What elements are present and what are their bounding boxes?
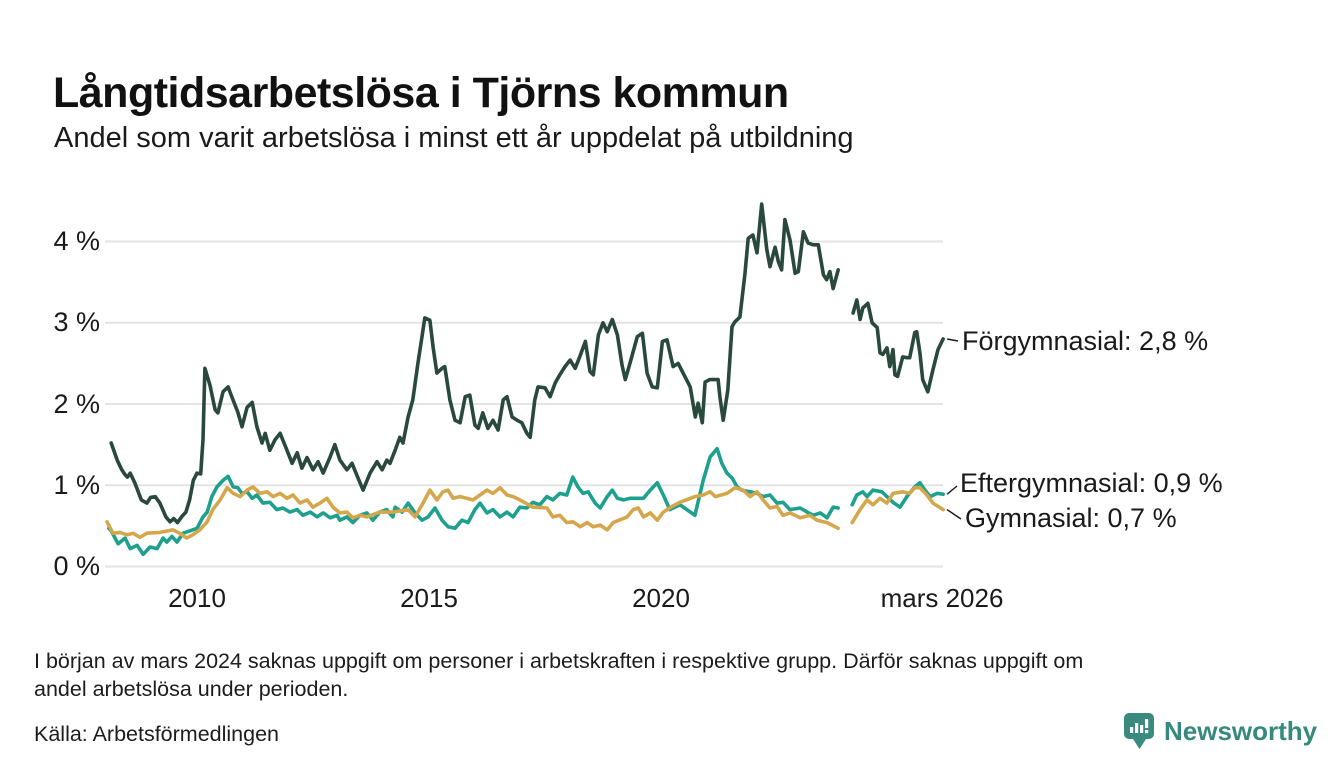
newsworthy-logo: Newsworthy	[1123, 712, 1317, 751]
x-axis-tick-label: 2020	[632, 583, 690, 613]
source-text: Källa: Arbetsförmedlingen	[34, 722, 280, 746]
footnote-line-1: I början av mars 2024 saknas uppgift om …	[34, 649, 1084, 673]
series-line-gymnasial-seg2	[850, 485, 945, 525]
series-label-gymnasial: Gymnasial: 0,7 %	[965, 503, 1177, 533]
label-connector-eftergymnasial	[946, 485, 958, 495]
x-axis-tick-label: mars 2026	[880, 583, 1004, 613]
page-subtitle: Andel som varit arbetslösa i minst ett å…	[54, 122, 854, 154]
series-label-eftergymnasial: Eftergymnasial: 0,9 %	[960, 468, 1223, 498]
footnote-line-2: andel arbetslösa under perioden.	[34, 677, 349, 701]
x-axis-tick-label: 2010	[168, 583, 226, 613]
series-line-forgymnasial-seg1	[109, 202, 841, 525]
series-line-gymnasial-seg1	[105, 485, 841, 540]
newsworthy-logo-icon	[1124, 713, 1154, 749]
label-connector-forgymnasial	[946, 338, 959, 342]
page-title: Långtidsarbetslösa i Tjörns kommun	[53, 68, 789, 117]
series-line-eftergymnasial-seg1	[107, 446, 841, 557]
series-line-forgymnasial-seg2	[851, 298, 945, 394]
y-axis-tick-label: 1 %	[53, 470, 100, 500]
x-axis-tick-label: 2015	[400, 583, 458, 613]
y-axis-tick-label: 2 %	[53, 389, 100, 419]
y-axis-tick-label: 3 %	[53, 307, 100, 337]
y-axis-tick-label: 4 %	[53, 226, 100, 256]
newsworthy-logo-text: Newsworthy	[1164, 716, 1318, 746]
label-connector-gymnasial	[946, 509, 962, 520]
y-axis-tick-label: 0 %	[53, 551, 100, 581]
series-label-forgymnasial: Förgymnasial: 2,8 %	[962, 326, 1209, 356]
